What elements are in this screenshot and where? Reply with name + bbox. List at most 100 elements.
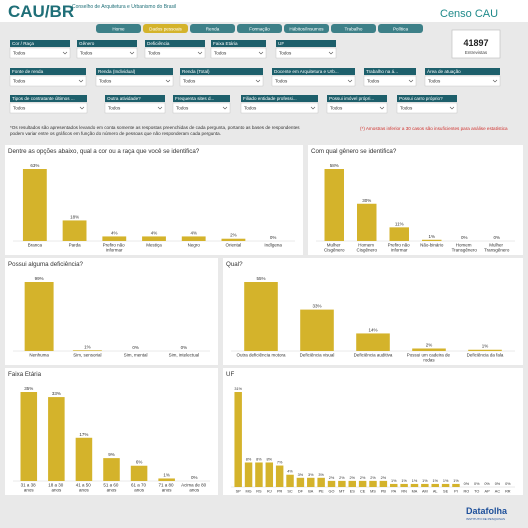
filter-chevron[interactable] bbox=[79, 106, 85, 110]
filter-chevron[interactable] bbox=[492, 79, 498, 83]
category-label: Possui um cadeira de rodas bbox=[407, 353, 452, 363]
filter-chevron[interactable] bbox=[197, 51, 203, 55]
filter-value[interactable]: Todos bbox=[148, 51, 161, 56]
value-label: 3% bbox=[298, 473, 304, 477]
nav-tab-label[interactable]: Dados pessoais bbox=[149, 26, 182, 31]
category-label: RJ bbox=[267, 490, 272, 494]
value-label: 17% bbox=[79, 432, 88, 437]
filter-box[interactable] bbox=[275, 47, 337, 59]
value-label: 2% bbox=[381, 476, 387, 480]
filter-box[interactable] bbox=[9, 75, 87, 87]
filter-box[interactable] bbox=[271, 75, 356, 87]
filter-value[interactable]: Todos bbox=[183, 79, 196, 84]
filter-value[interactable]: Todos bbox=[367, 79, 380, 84]
nav-tab[interactable] bbox=[143, 24, 188, 33]
value-label: 33% bbox=[52, 391, 61, 396]
filter-value[interactable]: Todos bbox=[108, 106, 121, 111]
filter-box[interactable] bbox=[363, 75, 417, 87]
nav-tab-label[interactable]: Trabalho bbox=[345, 26, 363, 31]
filter-value[interactable]: Todos bbox=[13, 51, 26, 56]
label-line: 31 a 38 bbox=[21, 483, 37, 488]
value-label: 0% bbox=[181, 345, 188, 350]
filter-value[interactable]: Todos bbox=[13, 106, 26, 111]
filter-box[interactable] bbox=[210, 47, 267, 59]
nav-tab-label[interactable]: Hábitos/Insumos bbox=[289, 26, 324, 31]
count-label: Entrevistas bbox=[465, 50, 488, 55]
nav-tab-label[interactable]: Formação bbox=[249, 26, 270, 31]
note: *Os resultados são apresentados levando … bbox=[10, 125, 300, 136]
filter-chevron[interactable] bbox=[78, 79, 84, 83]
category-label: ES bbox=[350, 490, 356, 494]
filter-chevron[interactable] bbox=[408, 79, 414, 83]
filter-label: Renda (Individual) bbox=[98, 69, 136, 74]
category-label: BA bbox=[308, 490, 314, 494]
filter-chevron[interactable] bbox=[129, 51, 135, 55]
nav-tab-label[interactable]: Política bbox=[393, 26, 409, 31]
label-line: anos bbox=[162, 488, 173, 493]
label-line: Mulher bbox=[327, 243, 342, 248]
filter-value[interactable]: Todos bbox=[400, 106, 413, 111]
filter-chevron[interactable] bbox=[165, 79, 171, 83]
filter-chevron[interactable] bbox=[62, 51, 68, 55]
category-label: Negro bbox=[188, 243, 201, 248]
filter-chevron[interactable] bbox=[347, 79, 353, 83]
category-label: DF bbox=[298, 490, 304, 494]
category-label: RR bbox=[505, 490, 511, 494]
filter-value[interactable]: Todos bbox=[13, 79, 26, 84]
filter-chevron[interactable] bbox=[222, 106, 228, 110]
filter-box[interactable] bbox=[326, 102, 388, 114]
nav-tab[interactable] bbox=[331, 24, 376, 33]
label-line: Prefiro não bbox=[103, 243, 126, 248]
category-label: Homem Transgênero bbox=[452, 243, 478, 253]
filter-chevron[interactable] bbox=[157, 106, 163, 110]
chart-title: Qual? bbox=[226, 261, 243, 268]
filter-value[interactable]: Todos bbox=[80, 51, 93, 56]
category-label: Prefiro não informar bbox=[388, 243, 411, 253]
value-label: 30% bbox=[362, 198, 371, 203]
filter-chevron[interactable] bbox=[258, 51, 264, 55]
filter-box[interactable] bbox=[9, 102, 88, 114]
filter-box[interactable] bbox=[240, 102, 319, 114]
category-label: 61 a 70 anos bbox=[131, 483, 147, 493]
bar bbox=[358, 480, 367, 487]
filter-box[interactable] bbox=[424, 75, 501, 87]
filter-box[interactable] bbox=[104, 102, 166, 114]
value-label: 1% bbox=[443, 479, 449, 483]
filter-box[interactable] bbox=[144, 47, 206, 59]
filter-value[interactable]: Todos bbox=[330, 106, 343, 111]
value-label: 0% bbox=[474, 482, 480, 486]
filter-value[interactable]: Todos bbox=[428, 79, 441, 84]
nav-tab-label[interactable]: Renda bbox=[206, 26, 220, 31]
filter-header bbox=[105, 95, 165, 102]
nav-tab[interactable] bbox=[284, 24, 329, 33]
filter-value[interactable]: Todos bbox=[244, 106, 257, 111]
bar bbox=[265, 462, 274, 487]
nav-tab[interactable] bbox=[190, 24, 235, 33]
value-label: 1% bbox=[428, 234, 435, 239]
filter-box[interactable] bbox=[9, 47, 71, 59]
bar bbox=[327, 480, 336, 487]
filter-box[interactable] bbox=[172, 102, 231, 114]
nav-tab-label[interactable]: Home bbox=[112, 26, 125, 31]
filter-box[interactable] bbox=[179, 75, 264, 87]
filter-value[interactable]: Todos bbox=[99, 79, 112, 84]
nav-tab[interactable] bbox=[237, 24, 282, 33]
filter-value[interactable]: Todos bbox=[275, 79, 288, 84]
filter-box[interactable] bbox=[95, 75, 174, 87]
nav-tab[interactable] bbox=[378, 24, 423, 33]
value-label: 2% bbox=[230, 233, 237, 238]
filter-box[interactable] bbox=[76, 47, 138, 59]
value-label: 0% bbox=[484, 482, 490, 486]
filter-box[interactable] bbox=[396, 102, 458, 114]
value-label: 1% bbox=[482, 344, 489, 349]
filter-value[interactable]: Todos bbox=[279, 51, 292, 56]
filter-chevron[interactable] bbox=[328, 51, 334, 55]
nav-tab[interactable] bbox=[96, 24, 141, 33]
filter-value[interactable]: Todos bbox=[214, 51, 227, 56]
filter-chevron[interactable] bbox=[310, 106, 316, 110]
category-label: Mestiça bbox=[146, 243, 162, 248]
filter-chevron[interactable] bbox=[449, 106, 455, 110]
filter-chevron[interactable] bbox=[255, 79, 261, 83]
filter-chevron[interactable] bbox=[379, 106, 385, 110]
filter-value[interactable]: Todos bbox=[176, 106, 189, 111]
